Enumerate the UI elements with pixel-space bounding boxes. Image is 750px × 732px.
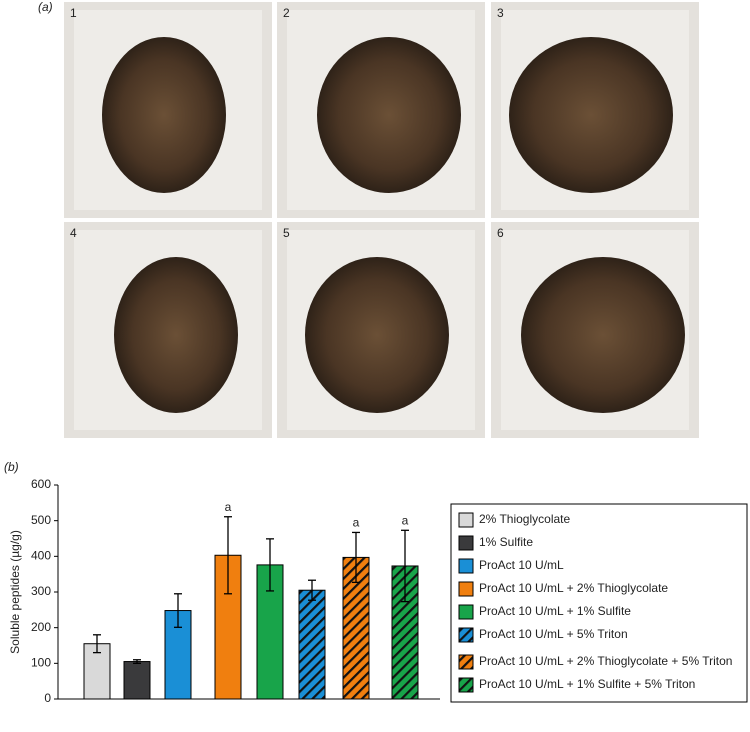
soil-sample bbox=[305, 257, 449, 413]
legend-box bbox=[450, 503, 748, 703]
soil-sample bbox=[317, 37, 461, 193]
significance-letter: a bbox=[225, 500, 232, 514]
legend-swatch bbox=[458, 535, 474, 551]
y-tick-label: 400 bbox=[31, 549, 51, 563]
legend-label: ProAct 10 U/mL + 1% Sulfite + 5% Triton bbox=[479, 677, 695, 691]
legend-label: 2% Thioglycolate bbox=[479, 512, 570, 526]
y-tick-label: 600 bbox=[31, 477, 51, 491]
error-bar bbox=[174, 593, 182, 628]
error-bar bbox=[224, 516, 232, 595]
error-bar bbox=[401, 529, 409, 603]
photo-number: 3 bbox=[497, 6, 504, 20]
legend-swatch bbox=[458, 581, 474, 597]
error-bar bbox=[352, 531, 360, 584]
bar bbox=[123, 661, 151, 700]
photo-grid: 1 2 3 4 5 6 bbox=[64, 2, 699, 438]
soil-sample bbox=[102, 37, 226, 193]
legend-swatch bbox=[458, 677, 474, 693]
error-bar bbox=[133, 659, 141, 664]
legend-swatch bbox=[458, 512, 474, 528]
legend-label: ProAct 10 U/mL bbox=[479, 558, 564, 572]
photo-number: 4 bbox=[70, 226, 77, 240]
error-bar bbox=[93, 634, 101, 654]
legend-label: ProAct 10 U/mL + 5% Triton bbox=[479, 627, 628, 641]
y-tick-label: 300 bbox=[31, 584, 51, 598]
significance-letter: a bbox=[402, 513, 409, 527]
panel-label: (a) bbox=[38, 0, 53, 14]
legend-label: ProAct 10 U/mL + 2% Thioglycolate bbox=[479, 581, 668, 595]
legend-swatch bbox=[458, 558, 474, 574]
y-tick-label: 500 bbox=[31, 513, 51, 527]
legend-label: 1% Sulfite bbox=[479, 535, 533, 549]
bar bbox=[298, 589, 326, 700]
legend-swatch bbox=[458, 627, 474, 643]
y-tick-label: 200 bbox=[31, 620, 51, 634]
legend-swatch bbox=[458, 654, 474, 670]
legend-label: ProAct 10 U/mL + 2% Thioglycolate + 5% T… bbox=[479, 654, 732, 668]
error-bar bbox=[266, 538, 274, 592]
error-bar bbox=[308, 579, 316, 601]
soil-sample bbox=[521, 257, 685, 413]
photo-number: 2 bbox=[283, 6, 290, 20]
legend-swatch bbox=[458, 604, 474, 620]
photo-number: 5 bbox=[283, 226, 290, 240]
legend-label: ProAct 10 U/mL + 1% Sulfite bbox=[479, 604, 631, 618]
significance-letter: a bbox=[353, 516, 360, 530]
soil-sample bbox=[509, 37, 673, 193]
y-axis-label: Soluble peptides (µg/g) bbox=[8, 530, 22, 654]
photo-number: 6 bbox=[497, 226, 504, 240]
chart: 0 100 200 300 400 500 600 Soluble peptides (µg/… bbox=[8, 477, 748, 705]
panel-label: (b) bbox=[4, 460, 19, 474]
soil-sample bbox=[114, 257, 238, 413]
y-tick-label: 0 bbox=[44, 691, 51, 705]
photo-number: 1 bbox=[70, 6, 77, 20]
y-tick-label: 100 bbox=[31, 656, 51, 670]
